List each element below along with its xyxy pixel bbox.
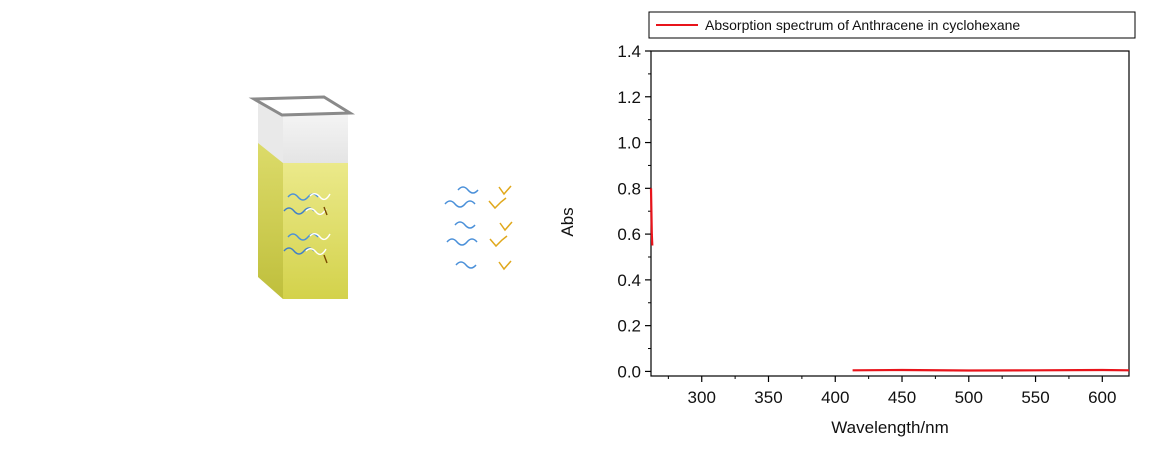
y-tick-label: 1.0 [617,134,641,153]
legend: Absorption spectrum of Anthracene in cyc… [648,11,1136,39]
x-tick-label: 350 [754,388,782,407]
plot-frame [650,50,1130,377]
waves-in-cuvette [283,193,331,264]
x-tick-label: 400 [821,388,849,407]
x-tick-label: 550 [1021,388,1049,407]
y-tick-label: 0.8 [617,179,641,198]
ticks: 300 350 400 450 500 550 600 0.0 0.2 0.4 0.6 0.8 1.0 1… [617,42,1116,407]
series-line [852,368,1130,372]
x-axis-title: Wavelength/nm [831,418,948,437]
y-tick-label: 0.6 [617,225,641,244]
series-line [649,188,654,246]
legend-label: Absorption spectrum of Anthracene in cyc… [705,17,1020,33]
cuvette-side-face [258,101,283,299]
x-tick-label: 600 [1088,388,1116,407]
cuvette-front-face [283,114,348,299]
y-tick-label: 0.0 [617,362,641,381]
transmitted-light-waves [444,185,513,271]
y-tick-label: 1.2 [617,88,641,107]
y-tick-label: 0.2 [617,317,641,336]
y-tick-label: 1.4 [617,42,641,61]
x-tick-label: 500 [955,388,983,407]
series-layer [649,188,1130,372]
x-tick-label: 450 [888,388,916,407]
cuvette-top-rim [248,95,356,117]
y-tick-label: 0.4 [617,271,641,290]
legend-box [648,11,1136,39]
cuvette-illustration [248,95,513,299]
x-tick-label: 300 [688,388,716,407]
y-axis-title: Abs [558,207,577,236]
